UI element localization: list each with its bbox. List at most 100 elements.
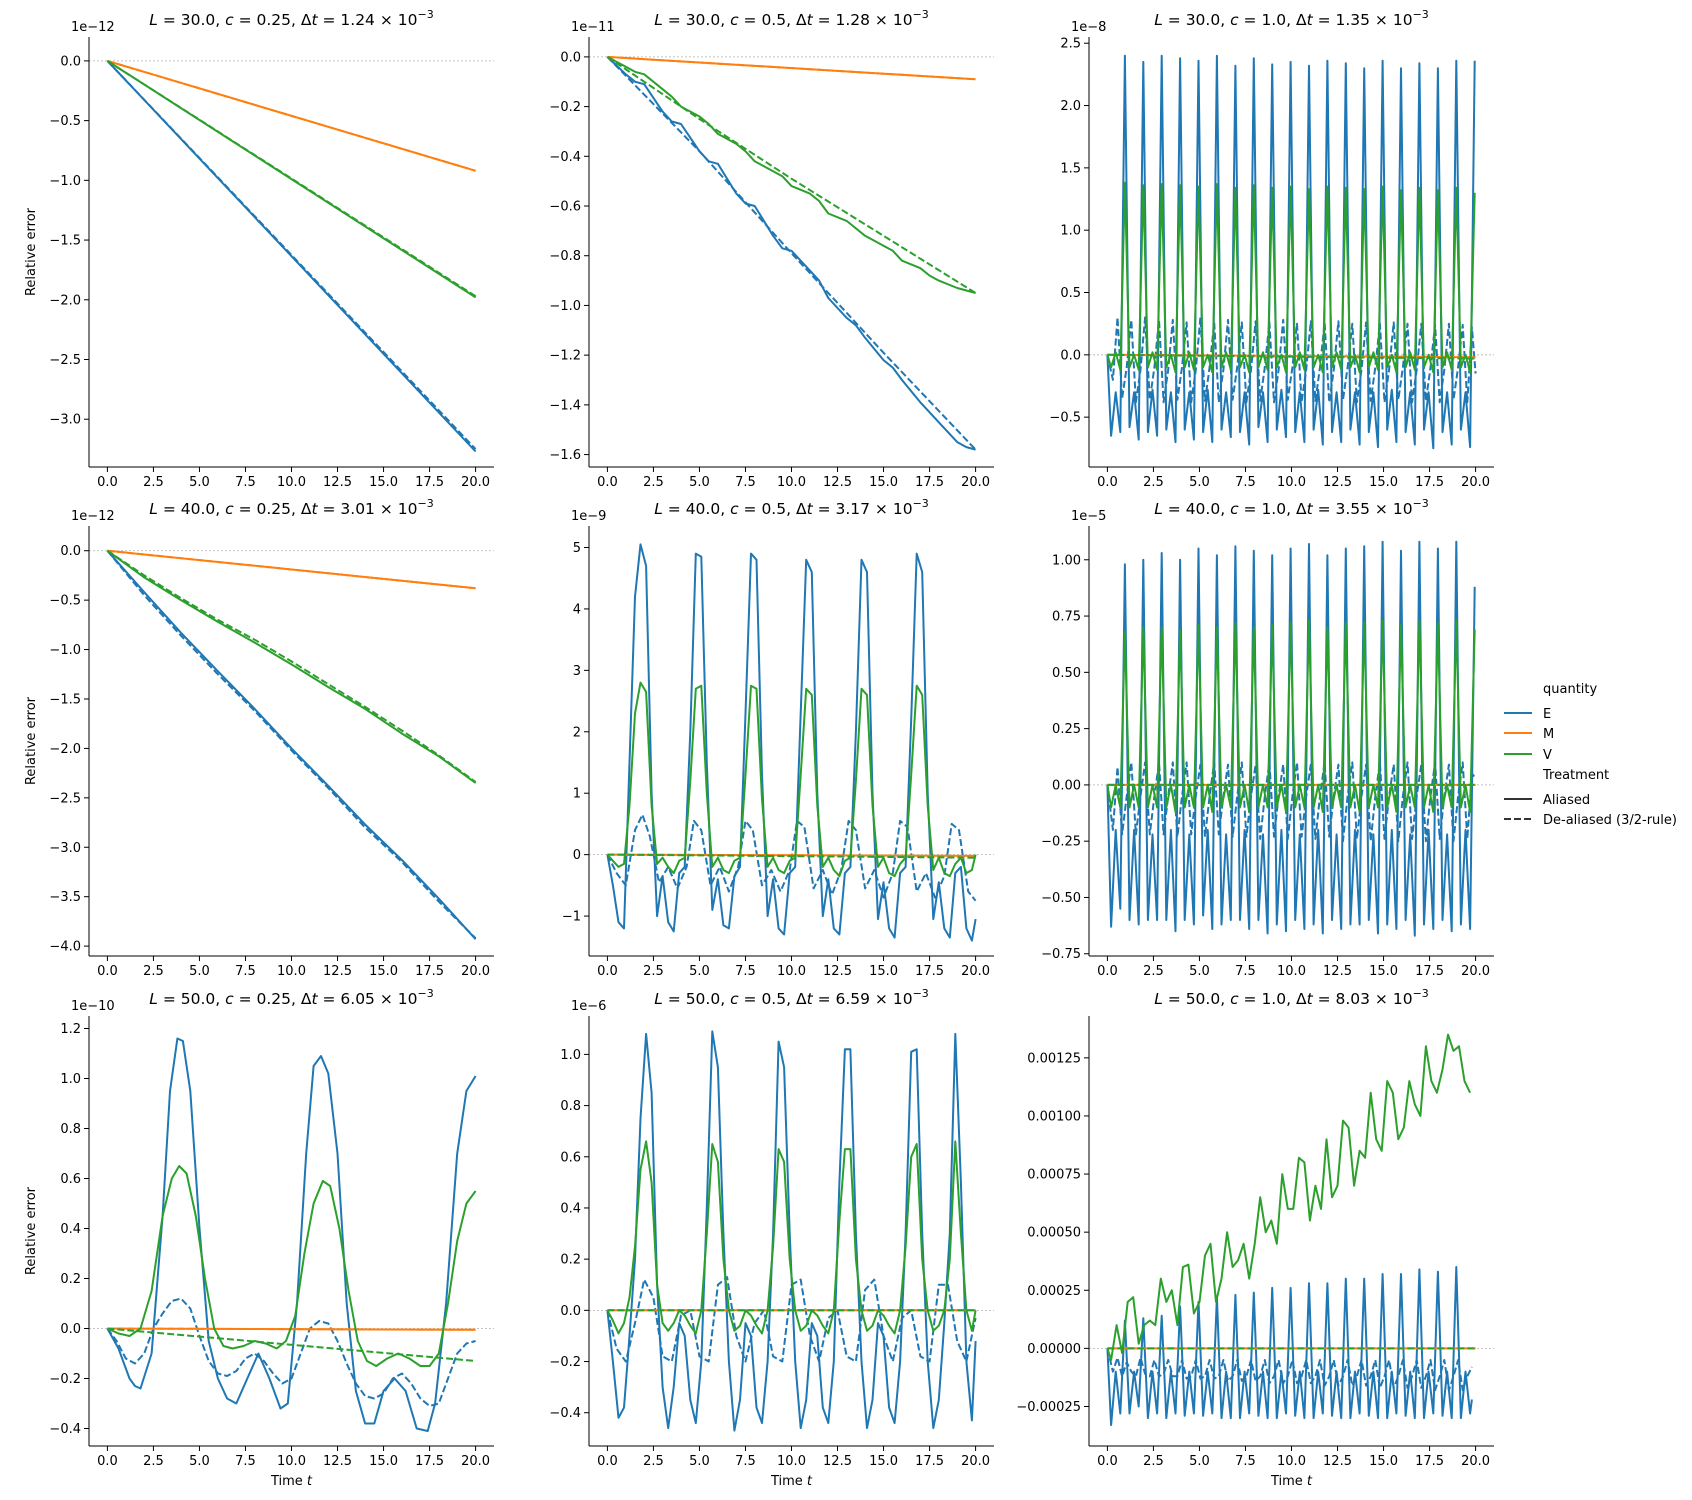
- y-tick-label: 0.00000: [1027, 1342, 1081, 1357]
- facet-panel: 0.0 2.5 5.0 7.5 10.0 12.5 15.0 17.5 20.0 0.0 −0.5 −…: [24, 8, 494, 490]
- y-tick-label: 0.4: [60, 1222, 81, 1237]
- x-tick-label: 10.0: [277, 1454, 306, 1469]
- series-e-dealiased: [1106, 1348, 1473, 1392]
- axis-offset-label: 1e−8: [1071, 20, 1106, 35]
- panel-title: L = 30.0, c = 0.25, Δt = 1.24 × 10−3: [149, 8, 433, 29]
- y-tick-label: −1: [562, 910, 581, 925]
- x-tick-label: 17.5: [415, 964, 444, 979]
- facet-grid: 0.0 2.5 5.0 7.5 10.0 12.5 15.0 17.5 20.00.0−0.5−…: [24, 8, 1494, 1489]
- y-tick-label: 3: [573, 664, 581, 679]
- y-tick-label: −0.25: [1041, 835, 1081, 850]
- x-tick-label: 20.0: [1461, 964, 1490, 979]
- y-tick-label: 1.0: [1060, 224, 1081, 239]
- facet-panel: 0.0 2.5 5.0 7.5 10.0 12.5 15.0 17.5 20.0 −0.4 −0.2…: [549, 987, 994, 1489]
- series-v-dealiased: [606, 56, 977, 294]
- x-tick-label: 0.0: [1097, 964, 1118, 979]
- x-tick-label: 20.0: [461, 964, 490, 979]
- x-tick-label: 5.0: [1189, 1454, 1210, 1469]
- facet-panel: 0.0 2.5 5.0 7.5 10.0 12.5 15.0 17.5 20.0 −0.00025…: [1016, 987, 1494, 1489]
- x-tick-label: 10.0: [277, 964, 306, 979]
- axis-offset-label: 1e−10: [71, 999, 115, 1014]
- x-tick-label: 20.0: [1461, 1454, 1490, 1469]
- legend-label-aliased: Aliased: [1543, 793, 1590, 808]
- y-tick-label: 0.8: [60, 1122, 81, 1137]
- y-tick-label: 0.00125: [1027, 1051, 1081, 1066]
- x-tick-label: 12.5: [823, 475, 852, 490]
- x-tick-label: 10.0: [1277, 1454, 1306, 1469]
- axis-offset-label: 1e−11: [571, 20, 615, 35]
- series-v-aliased: [1106, 181, 1476, 374]
- legend: quantity E M V Treatment Aliased De-alia…: [1504, 682, 1677, 828]
- y-tick-label: −2.0: [49, 742, 81, 757]
- series-e-dealiased: [606, 813, 977, 902]
- y-tick-label: −1.4: [549, 398, 581, 413]
- x-tick-label: 7.5: [735, 1454, 756, 1469]
- x-tick-label: 5.0: [689, 475, 710, 490]
- y-tick-label: 0.2: [60, 1272, 81, 1287]
- y-tick-label: 0.0: [1060, 348, 1081, 363]
- y-tick-label: −2.0: [49, 293, 81, 308]
- x-tick-label: 15.0: [369, 964, 398, 979]
- y-axis-label: Relative error: [24, 207, 39, 296]
- x-tick-label: 5.0: [689, 964, 710, 979]
- series-v-dealiased: [106, 60, 477, 298]
- y-tick-label: 1.5: [1060, 161, 1081, 176]
- x-axis-label: Time t: [1270, 1474, 1313, 1489]
- y-tick-label: −0.8: [549, 249, 581, 264]
- x-tick-label: 2.5: [643, 475, 664, 490]
- series-e-dealiased: [106, 60, 477, 450]
- series-e-aliased: [606, 1030, 977, 1432]
- x-tick-label: 17.5: [915, 1454, 944, 1469]
- y-tick-label: 0.00025: [1027, 1284, 1081, 1299]
- x-tick-label: 7.5: [1235, 964, 1256, 979]
- y-tick-label: 5: [573, 541, 581, 556]
- x-tick-label: 0.0: [597, 964, 618, 979]
- series-e-aliased: [106, 60, 477, 453]
- x-tick-label: 17.5: [1415, 475, 1444, 490]
- x-tick-label: 5.0: [189, 475, 210, 490]
- y-tick-label: −0.2: [549, 100, 581, 115]
- x-tick-label: 5.0: [1189, 964, 1210, 979]
- y-tick-label: 0.50: [1052, 666, 1081, 681]
- series-e-dealiased: [1106, 761, 1477, 843]
- x-tick-label: 10.0: [777, 964, 806, 979]
- y-axis-label: Relative error: [24, 1186, 39, 1275]
- y-tick-label: −1.0: [549, 299, 581, 314]
- y-tick-label: 0.0: [60, 1322, 81, 1337]
- panel-title: L = 40.0, c = 0.5, Δt = 3.17 × 10−3: [654, 497, 929, 518]
- series-v-aliased: [1106, 1033, 1472, 1361]
- y-tick-label: 2: [573, 725, 581, 740]
- x-tick-label: 12.5: [1323, 1454, 1352, 1469]
- y-tick-label: 0.8: [560, 1099, 581, 1114]
- legend-treatment-title: Treatment: [1542, 768, 1609, 783]
- y-tick-label: −0.75: [1041, 947, 1081, 962]
- y-tick-label: −2.5: [49, 791, 81, 806]
- x-tick-label: 17.5: [915, 475, 944, 490]
- y-tick-label: −1.6: [549, 448, 581, 463]
- series-e-dealiased: [606, 56, 977, 451]
- facet-panel: 0.0 2.5 5.0 7.5 10.0 12.5 15.0 17.5 20.0 −0.5 0.0 0…: [1049, 8, 1494, 490]
- series-e-dealiased: [1106, 316, 1477, 404]
- x-tick-label: 5.0: [1189, 475, 1210, 490]
- x-tick-label: 20.0: [961, 475, 990, 490]
- x-tick-label: 10.0: [777, 1454, 806, 1469]
- axis-offset-label: 1e−6: [571, 999, 606, 1014]
- x-tick-label: 17.5: [1415, 1454, 1444, 1469]
- x-tick-label: 2.5: [1143, 1454, 1164, 1469]
- x-tick-label: 17.5: [415, 1454, 444, 1469]
- y-tick-label: 1.0: [560, 1048, 581, 1063]
- x-tick-label: 20.0: [461, 1454, 490, 1469]
- panel-title: L = 30.0, c = 1.0, Δt = 1.35 × 10−3: [1154, 8, 1429, 29]
- legend-label-dealiased: De-aliased (3/2-rule): [1543, 813, 1677, 828]
- y-tick-label: 0.0: [60, 54, 81, 69]
- series-e-aliased: [606, 543, 977, 942]
- y-tick-label: −3.0: [49, 413, 81, 428]
- y-tick-label: 0.00100: [1027, 1109, 1081, 1124]
- series-v-dealiased: [106, 549, 477, 783]
- y-tick-label: −0.4: [549, 1406, 581, 1421]
- x-tick-label: 12.5: [323, 1454, 352, 1469]
- y-tick-label: −1.2: [549, 349, 581, 364]
- x-axis-label: Time t: [270, 1474, 313, 1489]
- x-tick-label: 2.5: [1143, 964, 1164, 979]
- x-tick-label: 0.0: [597, 1454, 618, 1469]
